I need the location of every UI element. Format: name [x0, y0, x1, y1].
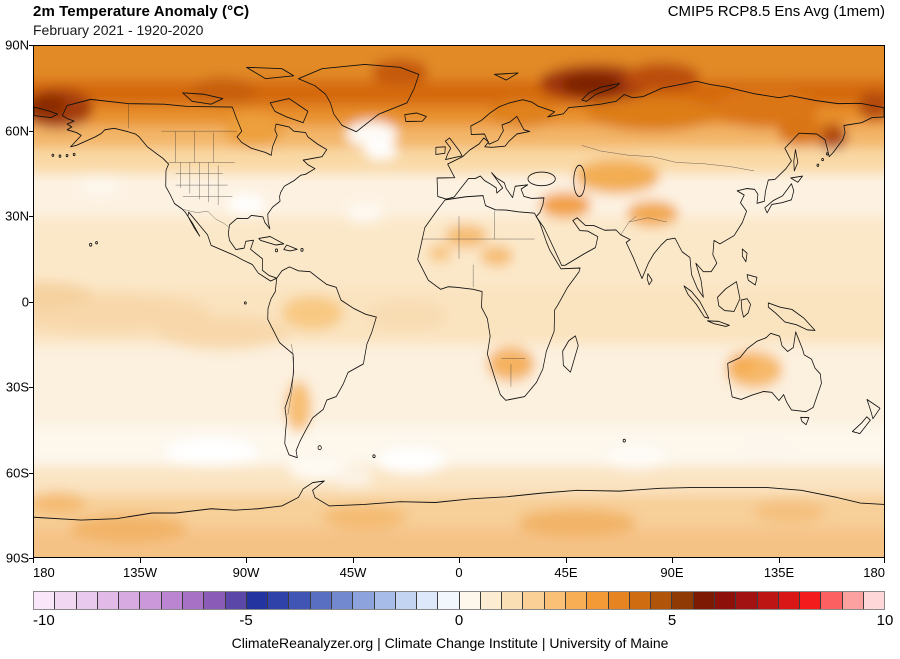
country-borders — [128, 104, 755, 416]
credit-line: ClimateReanalyzer.org | Climate Change I… — [231, 635, 669, 651]
lat-tick — [29, 302, 33, 303]
lon-label: 90E — [660, 565, 684, 580]
colorbar-tick-label: -10 — [33, 612, 55, 629]
lat-tick — [29, 558, 33, 559]
lon-label: 180 — [863, 565, 885, 580]
lon-tick — [459, 558, 460, 563]
lon-label: 135W — [123, 565, 157, 580]
colorbar-cell — [97, 592, 120, 609]
lat-label: 30S — [5, 379, 29, 395]
colorbar-cell — [736, 592, 758, 609]
lon-tick — [672, 558, 673, 563]
colorbar-cell — [161, 592, 183, 609]
colorbar-cell — [310, 592, 332, 609]
colorbar-tick-label: 10 — [876, 612, 894, 629]
map-svg — [34, 46, 884, 557]
lon-tick — [246, 558, 247, 563]
colorbar-cell — [417, 592, 439, 609]
colorbar-cell — [651, 592, 673, 609]
colorbar-tick-label: 0 — [454, 612, 464, 629]
colorbar-cell — [693, 592, 715, 609]
page-title: 2m Temperature Anomaly (°C) — [33, 3, 250, 20]
colorbar-cell — [821, 592, 843, 609]
colorbar — [33, 591, 885, 610]
world-map — [33, 45, 885, 558]
colorbar-cell — [502, 592, 524, 609]
lon-label: 135E — [763, 565, 795, 580]
colorbar-cell — [757, 592, 779, 609]
colorbar-cell — [76, 592, 98, 609]
lat-tick — [29, 45, 33, 46]
colorbar-cell — [800, 592, 822, 609]
colorbar-cell — [566, 592, 588, 609]
colorbar-cell — [34, 592, 56, 609]
lon-tick — [33, 558, 34, 563]
colorbar-cell — [842, 592, 864, 609]
lon-tick — [779, 558, 780, 563]
lon-label: 0 — [455, 565, 463, 580]
lon-tick — [884, 558, 885, 563]
colorbar-cell — [459, 592, 481, 609]
colorbar-cell — [629, 592, 652, 609]
lat-label: 30N — [5, 208, 29, 224]
lat-tick — [29, 473, 33, 474]
anomaly-field — [34, 46, 884, 557]
colorbar-cell — [140, 592, 162, 609]
colorbar-cell — [55, 592, 77, 609]
colorbar-cell — [374, 592, 396, 609]
colorbar-cell — [289, 592, 311, 609]
colorbar-cell — [715, 592, 737, 609]
lat-tick — [29, 216, 33, 217]
colorbar-cell — [778, 592, 801, 609]
lat-tick — [29, 131, 33, 132]
lat-label: 90N — [5, 37, 29, 53]
lat-label: 90S — [5, 550, 29, 566]
colorbar-cell — [608, 592, 630, 609]
colorbar-tick-label: 5 — [667, 612, 677, 629]
colorbar-cell — [331, 592, 354, 609]
colorbar-cell — [119, 592, 141, 609]
colorbar-cell — [480, 592, 503, 609]
colorbar-cell — [182, 592, 205, 609]
colorbar-cell — [544, 592, 567, 609]
lat-tick — [29, 387, 33, 388]
colorbar-cell — [587, 592, 609, 609]
lat-label: 60S — [5, 465, 29, 481]
colorbar-cell — [395, 592, 418, 609]
colorbar-cell — [523, 592, 545, 609]
date-range-label: February 2021 - 1920-2020 — [33, 22, 204, 38]
lat-label: 0 — [21, 294, 29, 310]
colorbar-cell — [268, 592, 290, 609]
lon-tick — [140, 558, 141, 563]
colorbar-cell — [246, 592, 269, 609]
model-label: CMIP5 RCP8.5 Ens Avg (1mem) — [667, 3, 885, 20]
colorbar-cell — [438, 592, 460, 609]
colorbar-tick-label: -5 — [239, 612, 253, 629]
lon-label: 45E — [554, 565, 578, 580]
lon-tick — [353, 558, 354, 563]
colorbar-cell — [353, 592, 375, 609]
lat-label: 60N — [5, 123, 29, 139]
colorbar-cell — [204, 592, 226, 609]
colorbar-cell — [225, 592, 247, 609]
lon-tick — [566, 558, 567, 563]
lon-label: 90W — [232, 565, 260, 580]
colorbar-cell — [863, 592, 885, 609]
colorbar-cell — [672, 592, 694, 609]
lon-label: 45W — [339, 565, 367, 580]
coastlines — [34, 63, 884, 521]
lon-label: 180 — [33, 565, 55, 580]
